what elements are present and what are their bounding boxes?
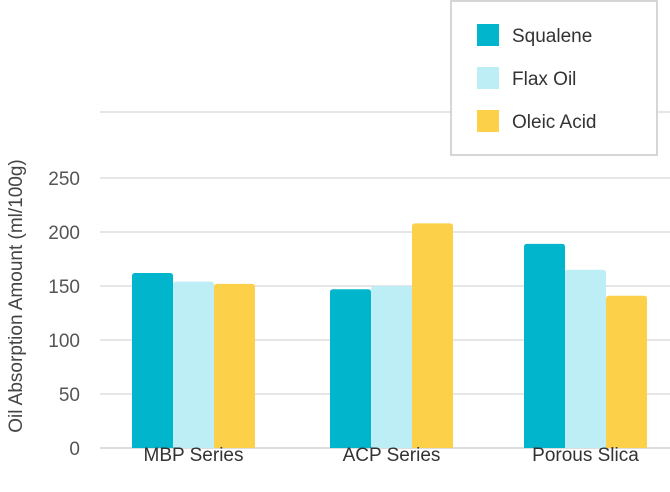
y-axis-ticks: 0 50 100 150 200 250 xyxy=(48,169,80,460)
x-axis-categories: MBP Series ACP Series Porous Slica xyxy=(144,445,640,466)
x-category-label: Porous Slica xyxy=(532,445,639,466)
y-axis-title: Oil Absorption Amount (ml/100g) xyxy=(6,159,27,433)
y-tick-label: 150 xyxy=(48,277,80,298)
bar xyxy=(214,283,255,448)
bar xyxy=(132,273,173,448)
y-tick-label: 100 xyxy=(48,331,80,352)
y-tick-label: 250 xyxy=(48,169,80,190)
legend-label: Oleic Acid xyxy=(512,112,596,133)
bar xyxy=(330,289,371,448)
legend-swatch xyxy=(477,24,499,46)
legend-swatch xyxy=(477,110,499,132)
x-category-label: ACP Series xyxy=(343,445,441,466)
bars xyxy=(132,223,647,448)
bar xyxy=(606,295,647,448)
y-tick-label: 200 xyxy=(48,223,80,244)
legend: Squalene Flax Oil Oleic Acid xyxy=(450,0,658,156)
bar xyxy=(173,281,214,448)
legend-label: Squalene xyxy=(512,26,592,47)
y-tick-label: 0 xyxy=(69,439,80,460)
bar xyxy=(524,243,565,448)
legend-label: Flax Oil xyxy=(512,69,576,90)
y-tick-label: 50 xyxy=(59,385,80,406)
x-category-label: MBP Series xyxy=(144,445,244,466)
legend-swatch xyxy=(477,67,499,89)
bar xyxy=(371,286,412,448)
bar xyxy=(412,223,453,448)
bar xyxy=(565,269,606,448)
